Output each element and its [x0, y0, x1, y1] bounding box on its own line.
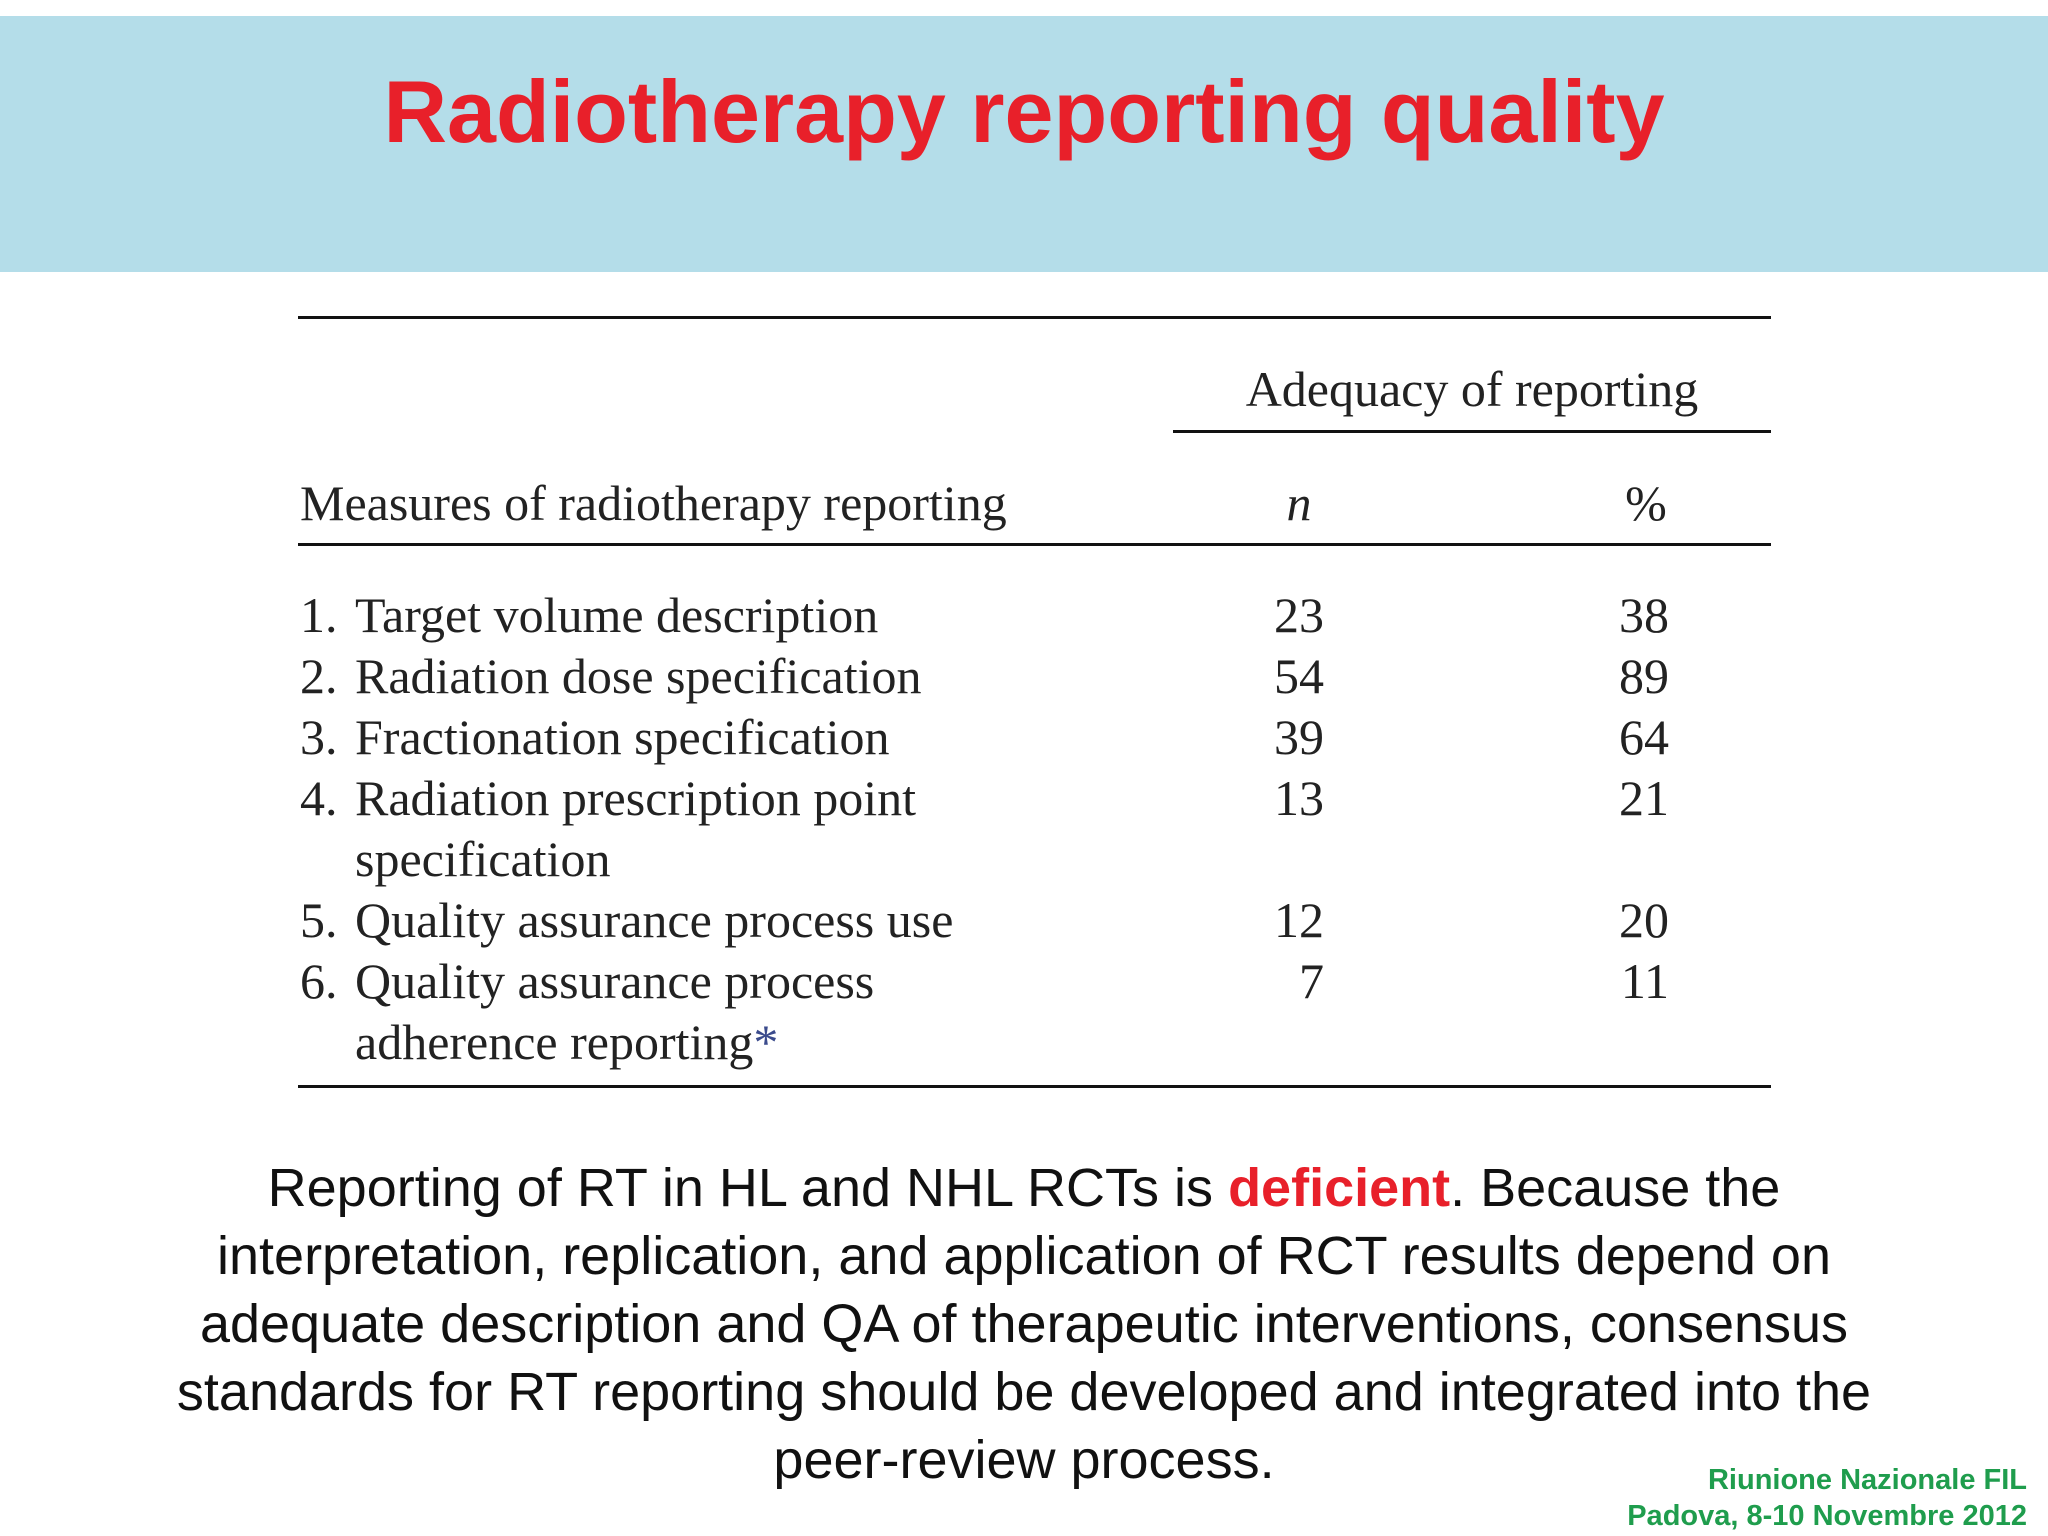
column-header: Measures of radiotherapy reporting [300, 475, 1007, 531]
table-rule [298, 1085, 1771, 1088]
cell-n: 13 [1274, 770, 1324, 826]
footer-credit: Riunione Nazionale FIL Padova, 8-10 Novem… [1627, 1462, 2027, 1534]
row-number: 6. [300, 953, 338, 1009]
row-number: 5. [300, 892, 338, 948]
row-label: Quality assurance process [355, 953, 875, 1009]
row-label: adherence reporting* [355, 1014, 779, 1070]
body-text: Reporting of RT in HL and NHL RCTs is [267, 1158, 1229, 1218]
cell-percent: 38 [1619, 587, 1669, 643]
cell-n: 39 [1274, 709, 1324, 765]
table-rule [1173, 430, 1771, 433]
cell-percent: 21 [1619, 770, 1669, 826]
body-line: peer-review process. [773, 1430, 1275, 1490]
row-number: 3. [300, 709, 338, 765]
body-line: interpretation, replication, and applica… [217, 1226, 1831, 1286]
note-marker: * [753, 1014, 779, 1070]
table-rule [298, 316, 1771, 319]
table-rule [298, 543, 1771, 546]
body-line: Reporting of RT in HL and NHL RCTs is de… [0, 1154, 2048, 1222]
row-label: specification [355, 831, 611, 887]
credit-line: Riunione Nazionale FIL [1707, 1464, 2027, 1496]
cell-percent: 64 [1619, 709, 1669, 765]
row-label: Target volume description [355, 587, 879, 643]
header-band [0, 16, 2048, 272]
body-line: standards for RT reporting should be dev… [176, 1362, 1872, 1422]
cell-n: 23 [1274, 587, 1324, 643]
body-paragraph: Reporting of RT in HL and NHL RCTs is de… [0, 1154, 2048, 1494]
row-label: Radiation prescription point [355, 770, 917, 826]
cell-n: 7 [1299, 953, 1324, 1009]
cell-n: 12 [1274, 892, 1324, 948]
credit-line: Padova, 8-10 Novembre 2012 [1627, 1500, 2027, 1532]
column-header: n [1286, 475, 1312, 531]
row-number: 1. [300, 587, 338, 643]
row-number: 4. [300, 770, 338, 826]
cell-percent: 11 [1620, 953, 1669, 1009]
row-label: Fractionation specification [355, 709, 890, 765]
body-text: . Because the [1450, 1158, 1781, 1218]
slide-title: Radiotherapy reporting quality [383, 62, 1665, 161]
cell-n: 54 [1274, 648, 1324, 704]
group-header: Adequacy of reporting [1245, 361, 1699, 417]
row-label: Radiation dose specification [355, 648, 922, 704]
row-number: 2. [300, 648, 338, 704]
cell-percent: 89 [1619, 648, 1669, 704]
body-line: adequate description and QA of therapeut… [199, 1294, 1849, 1354]
row-label: Quality assurance process use [355, 892, 954, 948]
cell-percent: 20 [1619, 892, 1669, 948]
emphasis: deficient [1228, 1158, 1451, 1218]
column-header: % [1625, 475, 1667, 531]
